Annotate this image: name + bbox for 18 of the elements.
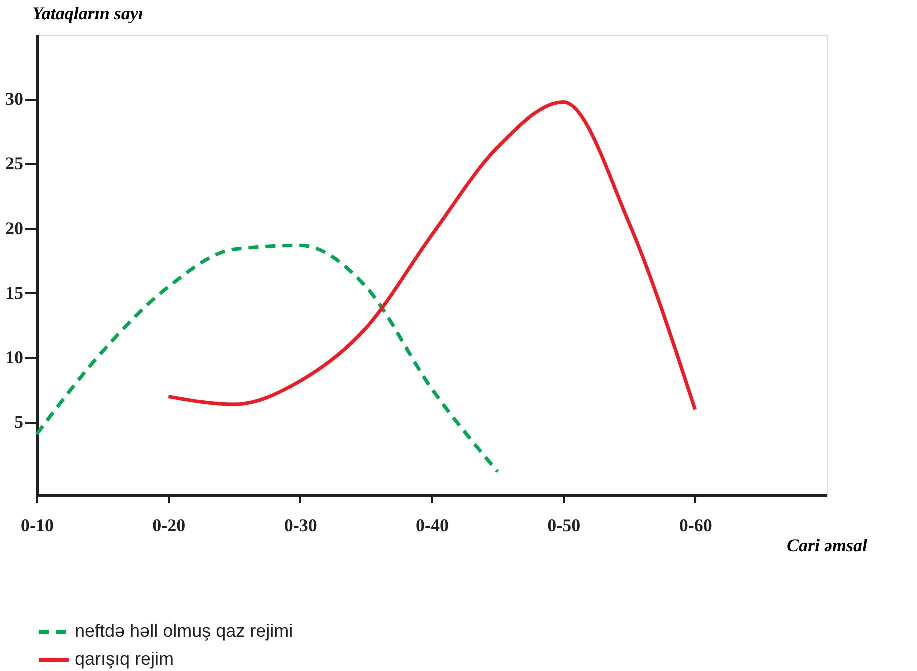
y-tick-label: 25 — [6, 154, 24, 174]
x-tick-label: 0-20 — [152, 516, 186, 536]
x-axis-title: Cari əmsal — [786, 536, 868, 556]
y-axis-title: Yataqların sayı — [32, 4, 144, 24]
line-series — [35, 244, 500, 474]
y-tick-label: 10 — [6, 348, 24, 368]
x-tick-label: 0-50 — [548, 516, 581, 536]
legend-label: neftdə həll olmuş qaz rejimi — [75, 621, 294, 641]
y-tick-label: 30 — [6, 89, 24, 110]
y-tick-label: 15 — [6, 282, 24, 303]
x-tick-label: 0-60 — [679, 516, 712, 536]
y-tick-label: 20 — [6, 218, 24, 238]
legend-label: qarışıq rejim — [75, 649, 174, 669]
x-tick-label: 0-40 — [416, 516, 449, 536]
x-tick-label: 0-10 — [21, 516, 54, 536]
x-tick-label: 0-30 — [284, 516, 318, 536]
y-tick-label: 5 — [14, 412, 24, 432]
line-series — [166, 100, 698, 412]
